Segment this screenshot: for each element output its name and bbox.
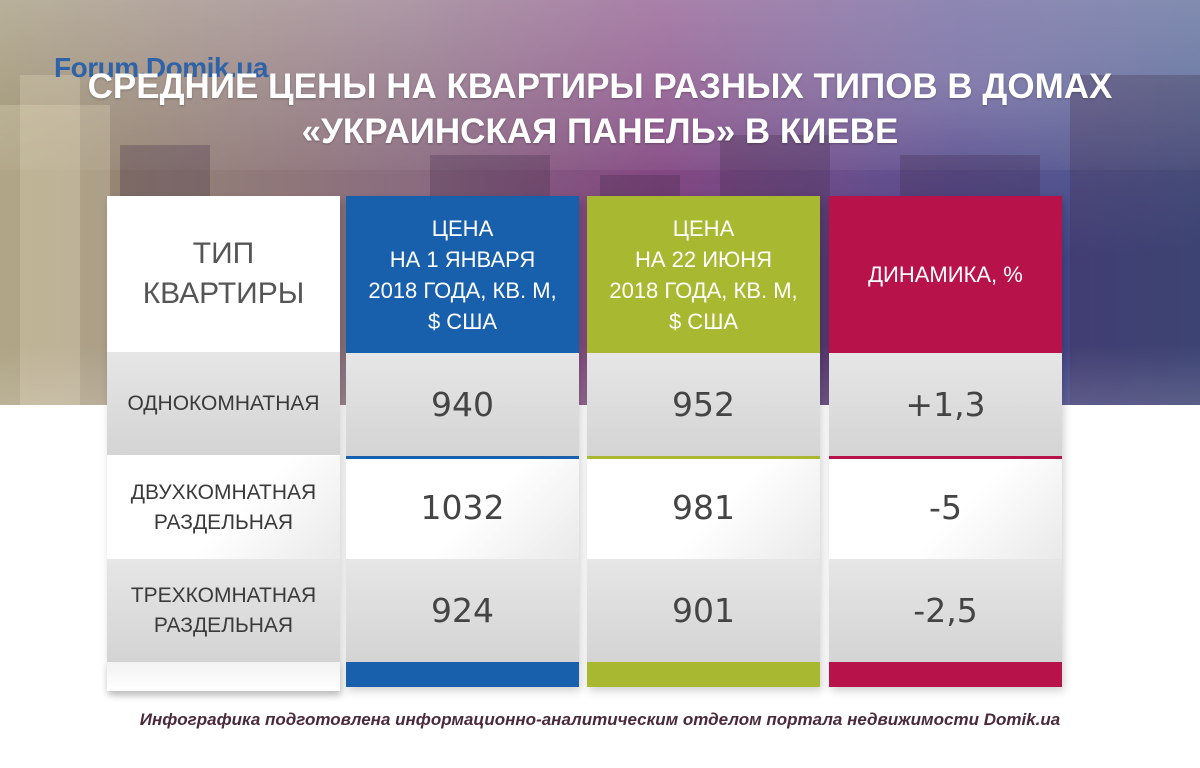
value-cell: -2,5 [829, 559, 1062, 662]
header-apartment-type: ТИП КВАРТИРЫ [107, 196, 340, 352]
value-cell: 901 [587, 559, 820, 662]
value-cell: 940 [346, 353, 579, 456]
header-price-jan-text: ЦЕНА НА 1 ЯНВАРЯ 2018 ГОДА, КВ. М, $ США [368, 215, 557, 334]
footer-credit: Инфографика подготовлена информационно-а… [139, 710, 1061, 729]
value-cell: 952 [587, 353, 820, 456]
row-label: ТРЕХКОМНАТНАЯ РАЗДЕЛЬНАЯ [130, 583, 317, 637]
row-label: ОДНОКОМНАТНАЯ [127, 391, 320, 415]
dynamics-value: -5 [929, 488, 962, 527]
value-cell: -5 [829, 456, 1062, 559]
column-footer [587, 662, 820, 687]
page-title: СРЕДНИЕ ЦЕНЫ НА КВАРТИРЫ РАЗНЫХ ТИПОВ В … [60, 64, 1140, 154]
value-cell: 981 [587, 456, 820, 559]
header-dynamics-text: ДИНАМИКА, % [868, 262, 1023, 287]
site-logo: Forum.Domik.ua [54, 52, 268, 83]
header-price-jun-text: ЦЕНА НА 22 ИЮНЯ 2018 ГОДА, КВ. М, $ США [609, 215, 798, 334]
price-jun-value: 981 [672, 488, 735, 527]
column-dynamics: ДИНАМИКА, % +1,3 -5 -2,5 [829, 196, 1062, 687]
price-jan-value: 940 [431, 385, 494, 424]
column-footer [107, 662, 340, 691]
row-label: ДВУХКОМНАТНАЯ РАЗДЕЛЬНАЯ [130, 480, 317, 534]
title-line-1: СРЕДНИЕ ЦЕНЫ НА КВАРТИРЫ РАЗНЫХ ТИПОВ В … [87, 67, 1113, 106]
value-cell: 1032 [346, 456, 579, 559]
dynamics-value: -2,5 [913, 591, 978, 630]
header-dynamics: ДИНАМИКА, % [829, 196, 1062, 353]
value-cell: +1,3 [829, 353, 1062, 456]
dynamics-value: +1,3 [905, 385, 986, 424]
column-footer [346, 662, 579, 687]
column-price-jun: ЦЕНА НА 22 ИЮНЯ 2018 ГОДА, КВ. М, $ США … [587, 196, 820, 687]
column-footer [829, 662, 1062, 687]
price-jan-value: 924 [431, 591, 494, 630]
row-label-cell: ДВУХКОМНАТНАЯ РАЗДЕЛЬНАЯ [107, 456, 340, 559]
row-label-cell: ТРЕХКОМНАТНАЯ РАЗДЕЛЬНАЯ [107, 559, 340, 662]
column-price-jan: ЦЕНА НА 1 ЯНВАРЯ 2018 ГОДА, КВ. М, $ США… [346, 196, 579, 687]
header-price-jun: ЦЕНА НА 22 ИЮНЯ 2018 ГОДА, КВ. М, $ США [587, 196, 820, 353]
header-apartment-type-text: ТИП КВАРТИРЫ [142, 237, 305, 310]
row-label-cell: ОДНОКОМНАТНАЯ [107, 352, 340, 455]
price-jun-value: 901 [672, 591, 735, 630]
price-jan-value: 1032 [420, 488, 505, 527]
value-cell: 924 [346, 559, 579, 662]
column-apartment-type: ТИП КВАРТИРЫ ОДНОКОМНАТНАЯ ДВУХКОМНАТНАЯ… [107, 196, 340, 691]
header-price-jan: ЦЕНА НА 1 ЯНВАРЯ 2018 ГОДА, КВ. М, $ США [346, 196, 579, 353]
price-jun-value: 952 [672, 385, 735, 424]
title-line-2: «УКРАИНСКАЯ ПАНЕЛЬ» В КИЕВЕ [301, 112, 899, 151]
